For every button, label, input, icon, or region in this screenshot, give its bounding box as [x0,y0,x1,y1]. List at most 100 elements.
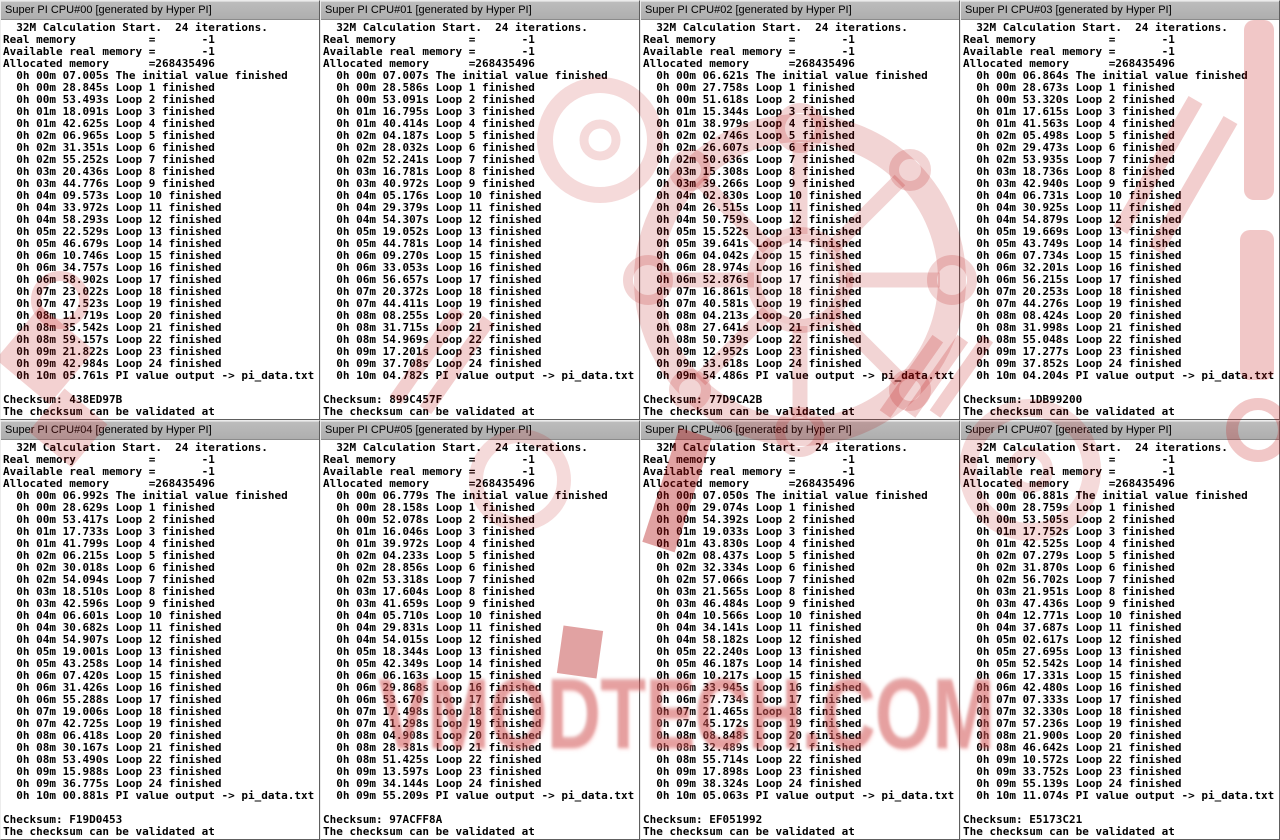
console-line: 0h 02m 52.241s Loop 7 finished [323,153,535,166]
console-line: Checksum: 438ED97B [3,393,123,406]
console-line: 0h 09m 55.209s PI value output -> pi_dat… [323,789,635,802]
console-line: 0h 10m 04.204s PI value output -> pi_dat… [963,369,1275,382]
console-line: 0h 02m 54.094s Loop 7 finished [3,573,215,586]
console-line: 0h 07m 44.411s Loop 19 finished [323,297,542,310]
console-line: 0h 10m 04.782s PI value output -> pi_dat… [323,369,635,382]
console-line: 0h 00m 54.392s Loop 2 finished [643,513,855,526]
console-line: 0h 00m 07.007s The initial value finishe… [323,69,608,82]
window-title: Super PI CPU#00 [generated by Hyper PI] [5,4,212,16]
console-line: 0h 03m 42.940s Loop 9 finished [963,177,1175,190]
console-line: Real memory = -1 [3,33,215,46]
console-line: 0h 02m 02.746s Loop 5 finished [643,129,855,142]
superpi-window: Super PI CPU#07 [generated by Hyper PI] … [960,420,1280,840]
console-line: 0h 02m 04.233s Loop 5 finished [323,549,535,562]
console-line: 0h 06m 28.974s Loop 16 finished [643,261,862,274]
console-line: 0h 06m 56.657s Loop 17 finished [323,273,542,286]
console-line: 0h 04m 54.907s Loop 12 finished [3,633,222,646]
console-line: Allocated memory =268435496 [643,477,855,490]
console-line: 0h 08m 31.715s Loop 21 finished [323,321,542,334]
console-line: The checksum can be validated at [323,405,535,418]
console-line: 0h 05m 43.749s Loop 14 finished [963,237,1182,250]
console-line: 0h 05m 22.529s Loop 13 finished [3,225,222,238]
console-line: 0h 09m 21.822s Loop 23 finished [3,345,222,358]
console-line: 0h 09m 17.898s Loop 23 finished [643,765,862,778]
console-line: 0h 00m 07.050s The initial value finishe… [643,489,928,502]
console-line: The checksum can be validated at [3,405,215,418]
console-line: 0h 05m 19.669s Loop 13 finished [963,225,1182,238]
console-line: 0h 05m 46.187s Loop 14 finished [643,657,862,670]
console-line: The checksum can be validated at [963,405,1175,418]
console-line: 0h 10m 05.063s PI value output -> pi_dat… [643,789,955,802]
console-line: Allocated memory =268435496 [323,477,535,490]
window-titlebar[interactable]: Super PI CPU#06 [generated by Hyper PI] [641,421,959,440]
window-console-output: 32M Calculation Start. 24 iterations. Rea… [961,20,1279,419]
console-line: 32M Calculation Start. 24 iterations. [323,21,588,34]
console-line: 0h 05m 22.240s Loop 13 finished [643,645,862,658]
console-line: 0h 08m 54.969s Loop 22 finished [323,333,542,346]
console-line: 0h 01m 39.972s Loop 4 finished [323,537,535,550]
console-line: 0h 06m 29.868s Loop 16 finished [323,681,542,694]
window-titlebar[interactable]: Super PI CPU#04 [generated by Hyper PI] [1,421,319,440]
console-line: 0h 08m 30.167s Loop 21 finished [3,741,222,754]
console-line: Real memory = -1 [643,33,855,46]
console-line: 0h 02m 05.498s Loop 5 finished [963,129,1175,142]
window-console-output: 32M Calculation Start. 24 iterations. Rea… [961,440,1279,839]
console-line: 0h 02m 50.636s Loop 7 finished [643,153,855,166]
console-line: 0h 01m 41.799s Loop 4 finished [3,537,215,550]
console-line: 0h 07m 07.333s Loop 17 finished [963,693,1182,706]
console-line: The checksum can be validated at [3,825,215,838]
console-line: 0h 03m 21.951s Loop 8 finished [963,585,1175,598]
window-titlebar[interactable]: Super PI CPU#00 [generated by Hyper PI] [1,1,319,20]
window-console-output: 32M Calculation Start. 24 iterations. Rea… [321,20,639,419]
console-line: 0h 07m 20.372s Loop 18 finished [323,285,542,298]
console-line: Real memory = -1 [323,453,535,466]
console-line: 0h 00m 51.618s Loop 2 finished [643,93,855,106]
window-titlebar[interactable]: Super PI CPU#02 [generated by Hyper PI] [641,1,959,20]
console-line: Checksum: 77D9CA2B [643,393,763,406]
console-line: 0h 10m 11.074s PI value output -> pi_dat… [963,789,1275,802]
console-line: 0h 07m 44.276s Loop 19 finished [963,297,1182,310]
window-titlebar[interactable]: Super PI CPU#03 [generated by Hyper PI] [961,1,1279,20]
window-title: Super PI CPU#03 [generated by Hyper PI] [965,4,1172,16]
window-titlebar[interactable]: Super PI CPU#05 [generated by Hyper PI] [321,421,639,440]
console-line: 0h 05m 02.617s Loop 12 finished [963,633,1182,646]
console-line: 0h 07m 20.253s Loop 18 finished [963,285,1182,298]
window-titlebar[interactable]: Super PI CPU#07 [generated by Hyper PI] [961,421,1279,440]
console-line: 0h 00m 06.779s The initial value finishe… [323,489,608,502]
window-title: Super PI CPU#07 [generated by Hyper PI] [965,424,1172,436]
console-line: 0h 08m 04.213s Loop 20 finished [643,309,862,322]
console-line: 0h 03m 41.659s Loop 9 finished [323,597,535,610]
console-line: Allocated memory =268435496 [3,57,215,70]
console-line: 0h 02m 08.437s Loop 5 finished [643,549,855,562]
console-line: 32M Calculation Start. 24 iterations. [323,441,588,454]
console-line: 0h 07m 47.523s Loop 19 finished [3,297,222,310]
console-line: 0h 03m 21.565s Loop 8 finished [643,585,855,598]
console-line: 0h 03m 20.436s Loop 8 finished [3,165,215,178]
console-line: 0h 02m 29.473s Loop 6 finished [963,141,1175,154]
console-line: 0h 00m 07.005s The initial value finishe… [3,69,288,82]
console-line: 0h 00m 28.629s Loop 1 finished [3,501,215,514]
console-line: 0h 06m 17.331s Loop 15 finished [963,669,1182,682]
console-line: 0h 08m 51.425s Loop 22 finished [323,753,542,766]
console-line: 0h 02m 31.870s Loop 6 finished [963,561,1175,574]
console-line: 0h 01m 17.615s Loop 3 finished [963,105,1175,118]
window-titlebar[interactable]: Super PI CPU#01 [generated by Hyper PI] [321,1,639,20]
console-line: 0h 09m 15.988s Loop 23 finished [3,765,222,778]
console-line: 0h 09m 55.139s Loop 24 finished [963,777,1182,790]
console-line: 32M Calculation Start. 24 iterations. [3,441,268,454]
console-line: Allocated memory =268435496 [963,477,1175,490]
console-line: 0h 06m 57.734s Loop 17 finished [643,693,862,706]
window-title: Super PI CPU#01 [generated by Hyper PI] [325,4,532,16]
window-title: Super PI CPU#06 [generated by Hyper PI] [645,424,852,436]
console-line: 0h 08m 53.490s Loop 22 finished [3,753,222,766]
console-line: Allocated memory =268435496 [323,57,535,70]
console-line: 0h 00m 53.320s Loop 2 finished [963,93,1175,106]
superpi-window: Super PI CPU#06 [generated by Hyper PI] … [640,420,960,840]
window-title: Super PI CPU#04 [generated by Hyper PI] [5,424,212,436]
console-line: 0h 01m 41.563s Loop 4 finished [963,117,1175,130]
console-line: 0h 03m 40.972s Loop 9 finished [323,177,535,190]
console-line: 0h 05m 19.001s Loop 13 finished [3,645,222,658]
console-line: 0h 04m 12.771s Loop 10 finished [963,609,1182,622]
console-line: 0h 02m 31.351s Loop 6 finished [3,141,215,154]
